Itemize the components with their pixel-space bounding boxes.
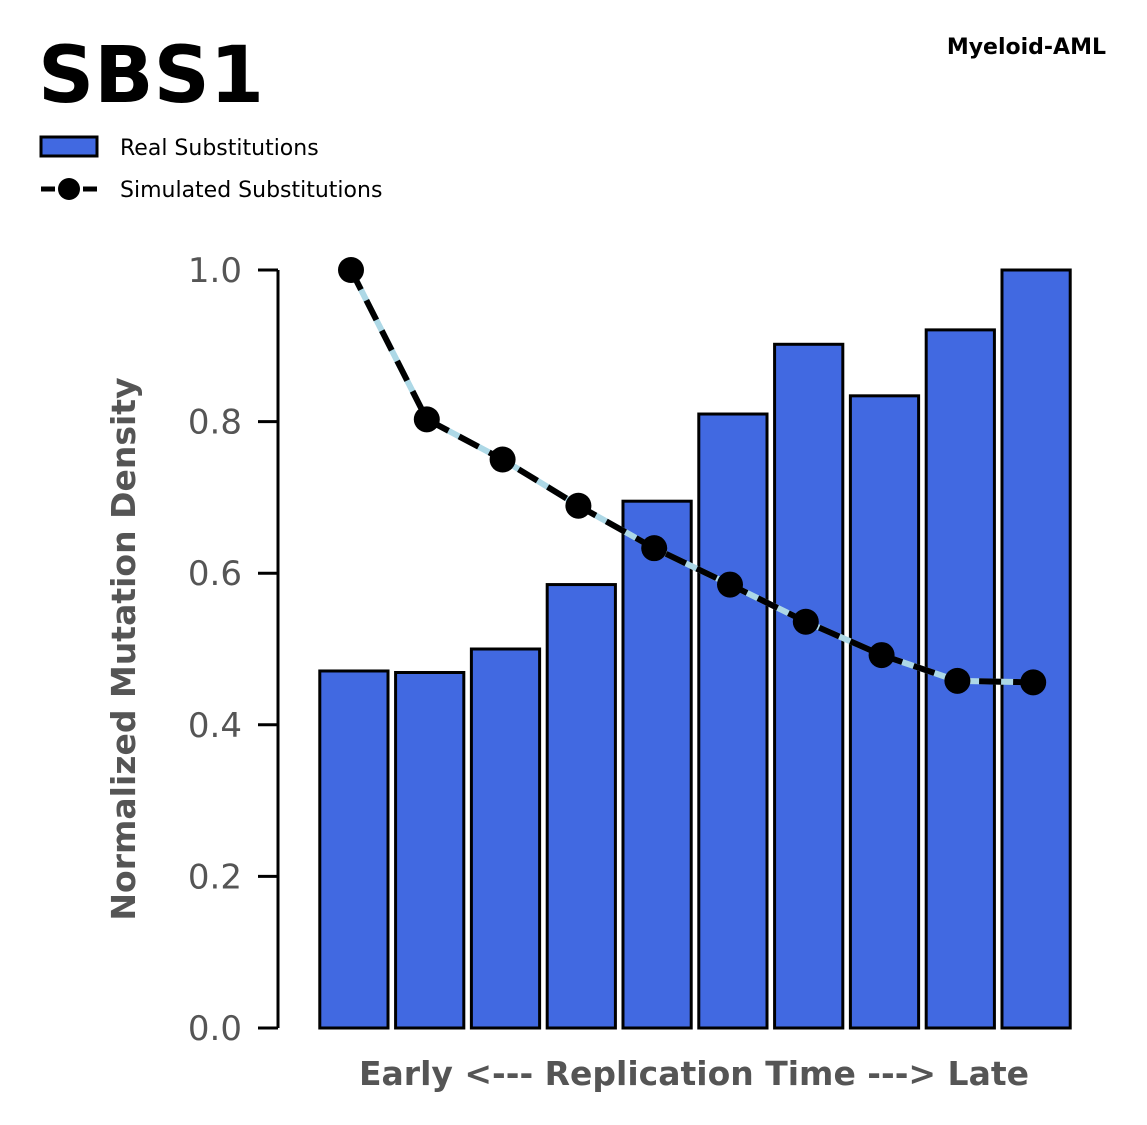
bar-real-10 bbox=[1000, 268, 1072, 1030]
legend-label-real: Real Substitutions bbox=[120, 136, 319, 161]
bar-real-5 bbox=[621, 499, 693, 1030]
simulated-line-dashed bbox=[348, 268, 1034, 686]
y-tick-label: 0.8 bbox=[188, 403, 242, 443]
simulated-point-5 bbox=[641, 535, 668, 562]
legend-swatch-real bbox=[39, 135, 99, 158]
chart-subtitle: Myeloid-AML bbox=[947, 35, 1106, 60]
simulated-point-1 bbox=[338, 257, 364, 283]
simulated-point-9 bbox=[944, 667, 971, 694]
bar-real-2 bbox=[394, 670, 466, 1030]
simulated-point-7 bbox=[792, 608, 819, 635]
bar-real-8 bbox=[848, 394, 921, 1030]
bar-real-7 bbox=[773, 342, 845, 1030]
bars bbox=[318, 268, 1072, 1030]
y-axis-ticks: 0.0 0.2 0.4 0.6 0.8 1.0 bbox=[188, 251, 278, 1049]
simulated-point-4 bbox=[565, 492, 592, 519]
legend-marker-simulated bbox=[58, 178, 80, 200]
simulated-point-10 bbox=[1020, 669, 1047, 696]
y-tick-label: 0.2 bbox=[188, 857, 242, 897]
legend: Real Substitutions Simulated Substitutio… bbox=[39, 135, 382, 203]
simulated-point-2 bbox=[413, 406, 440, 433]
x-axis-label: Early <--- Replication Time ---> Late bbox=[359, 1054, 1029, 1093]
bar-real-4 bbox=[545, 583, 617, 1030]
simulated-point-3 bbox=[489, 446, 516, 473]
y-axis-label: Normalized Mutation Density bbox=[104, 377, 143, 920]
y-tick-label: 0.6 bbox=[188, 554, 242, 594]
simulated-point-8 bbox=[868, 642, 895, 669]
bar-real-6 bbox=[697, 412, 769, 1030]
simulated-line bbox=[338, 257, 1047, 696]
legend-label-simulated: Simulated Substitutions bbox=[120, 178, 382, 203]
y-tick-label: 0.4 bbox=[188, 706, 242, 746]
y-tick-label: 1.0 bbox=[188, 251, 242, 291]
bar-real-1 bbox=[318, 669, 390, 1030]
bar-real-3 bbox=[469, 647, 542, 1030]
y-tick-label: 0.0 bbox=[188, 1009, 242, 1049]
simulated-point-6 bbox=[717, 571, 743, 598]
chart-title: SBS1 bbox=[38, 31, 264, 121]
